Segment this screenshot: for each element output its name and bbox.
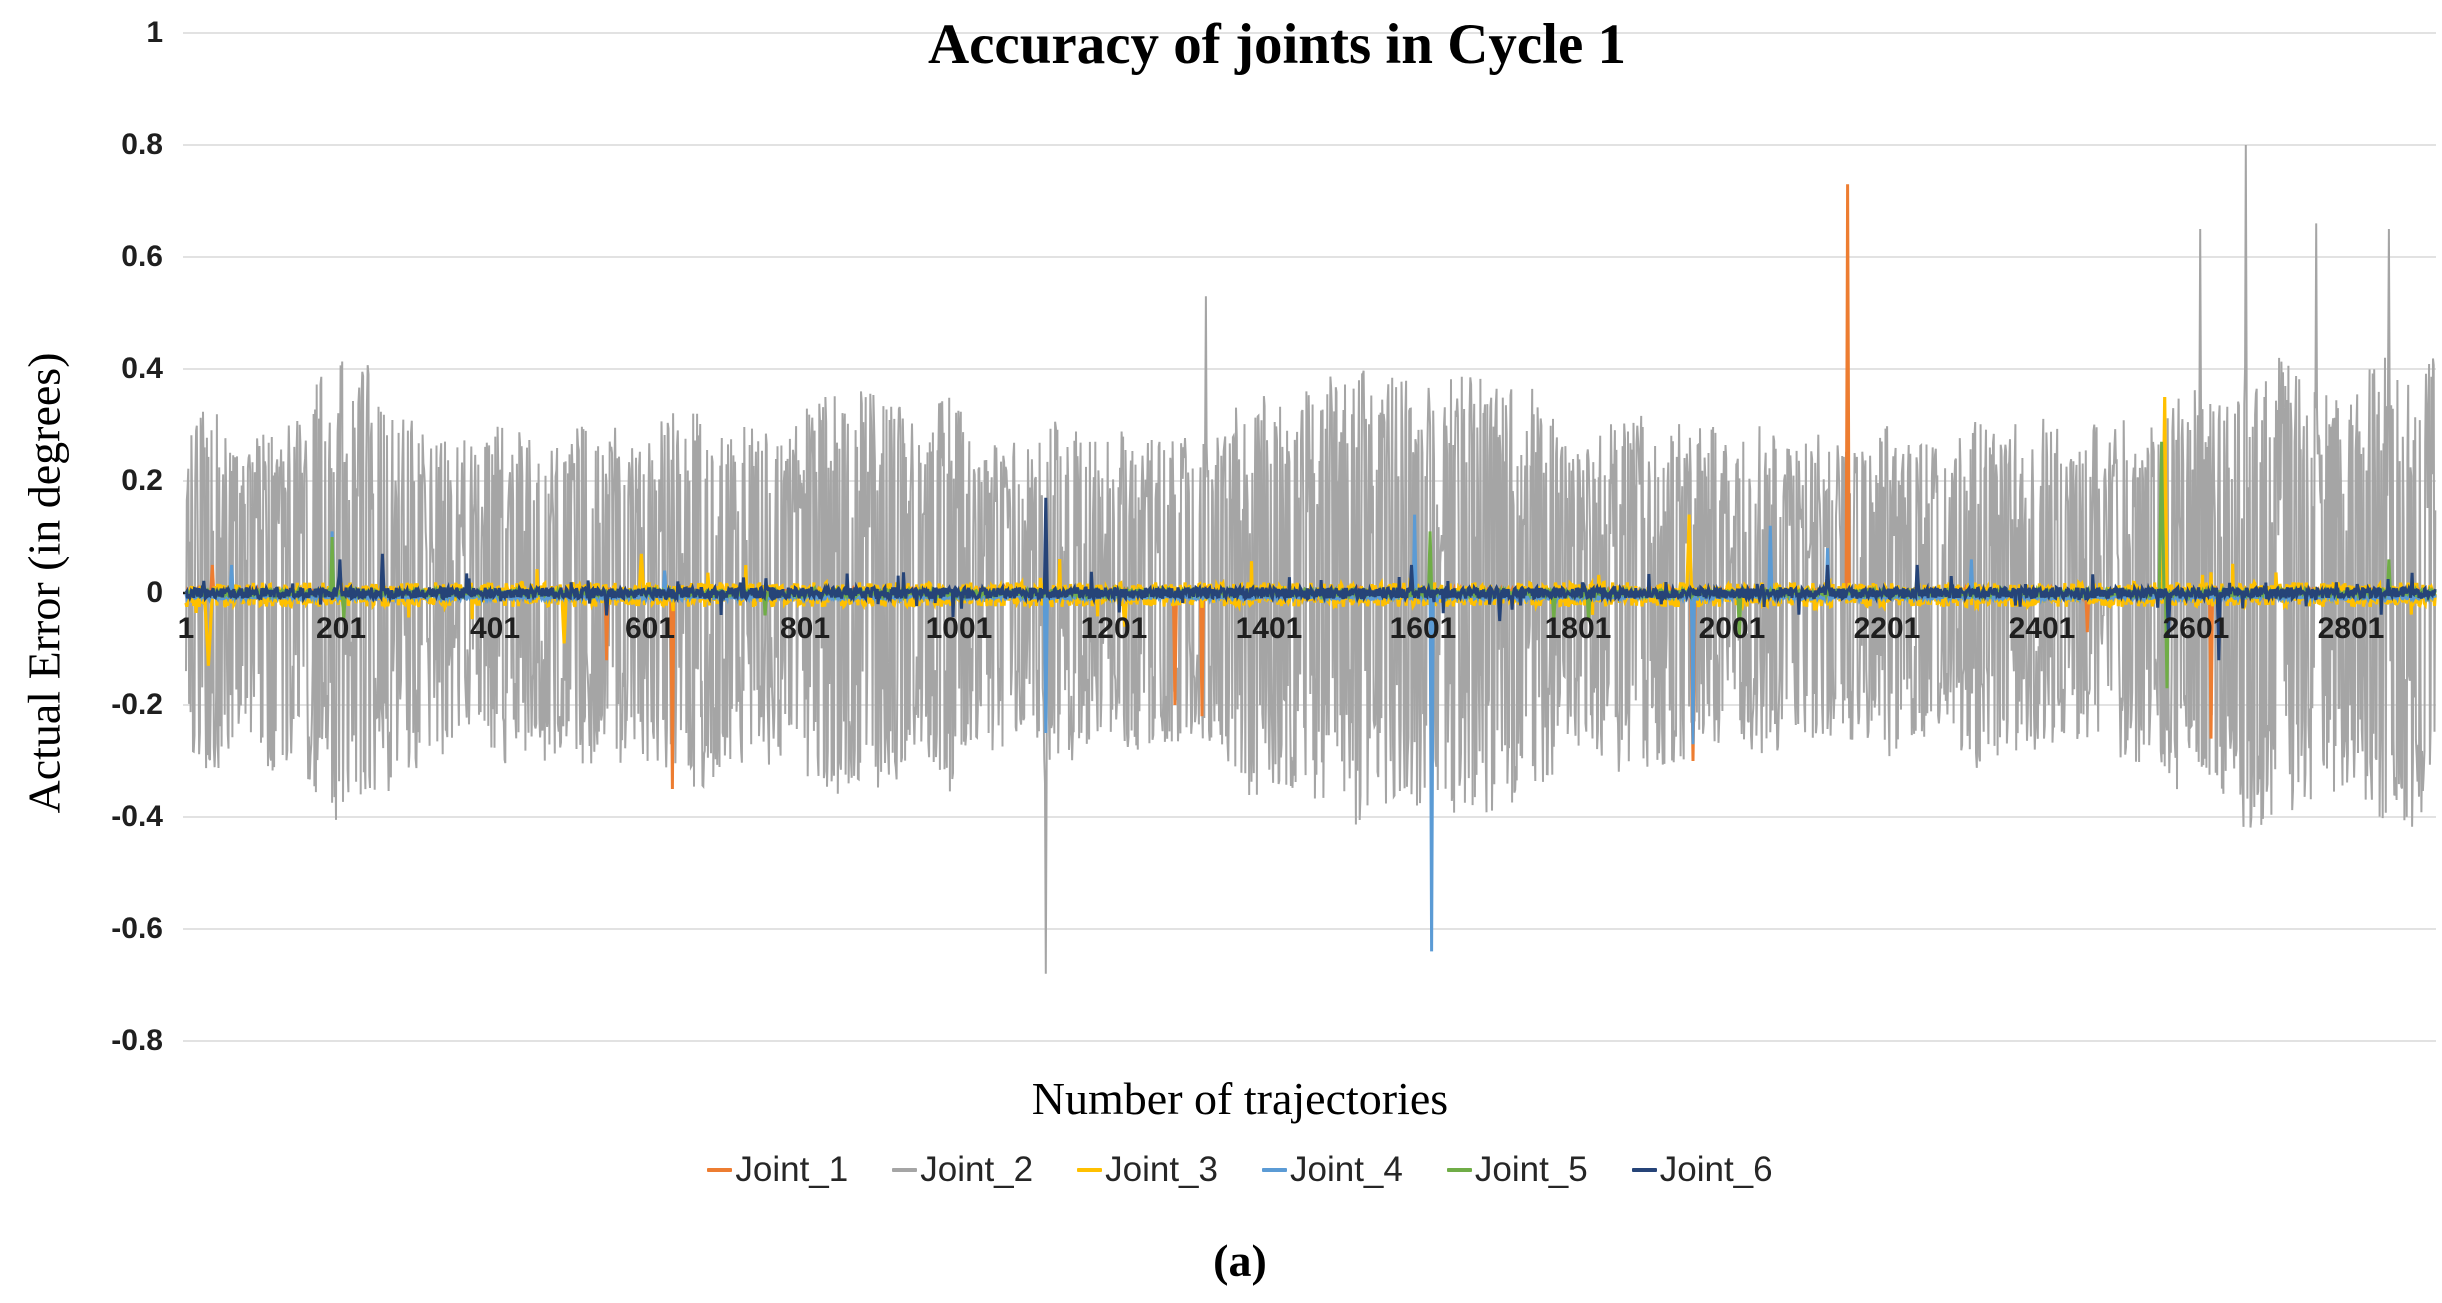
legend-item-joint_1: Joint_1: [707, 1150, 848, 1190]
x-tick-label-201: 201: [315, 612, 367, 645]
legend-item-joint_5: Joint_5: [1446, 1150, 1588, 1190]
series-line-joint_2: [185, 144, 2437, 974]
x-tick-label-2001: 2001: [1698, 612, 1766, 645]
x-tick-label-801: 801: [779, 612, 831, 645]
y-tick-label-0.4: 0.4: [121, 352, 163, 385]
figure-caption-label: (a): [1213, 1235, 1267, 1286]
legend-label: Joint_3: [1105, 1150, 1218, 1189]
x-tick-label-2601: 2601: [2162, 612, 2230, 645]
x-tick-label-1201: 1201: [1080, 612, 1148, 645]
legend-item-joint_3: Joint_3: [1077, 1150, 1218, 1190]
x-tick-label-2201: 2201: [1853, 612, 1921, 645]
legend-label: Joint_4: [1290, 1150, 1403, 1189]
series-line-joint_6: [184, 497, 2437, 661]
legend-item-joint_2: Joint_2: [892, 1150, 1033, 1190]
x-tick-label-2401: 2401: [2008, 612, 2076, 645]
x-tick-label-1801: 1801: [1544, 612, 1612, 645]
y-tick-label-0.2: 0.2: [121, 464, 163, 497]
y-tick-label--0.8: -0.8: [111, 1024, 163, 1057]
y-tick-label-0.6: 0.6: [121, 240, 163, 273]
y-tick-label--0.6: -0.6: [111, 912, 163, 945]
legend-item-joint_4: Joint_4: [1262, 1150, 1403, 1190]
legend-dash-icon: [1077, 1168, 1103, 1172]
x-tick-label-1001: 1001: [925, 612, 993, 645]
legend-label: Joint_6: [1659, 1150, 1773, 1189]
x-axis-title: Number of trajectories: [1031, 1073, 1449, 1124]
chart-title: Accuracy of joints in Cycle 1: [927, 13, 1627, 76]
legend-label: Joint_5: [1474, 1150, 1588, 1189]
x-tick-label-1401: 1401: [1235, 612, 1303, 645]
y-tick-label-0.8: 0.8: [121, 128, 163, 161]
x-tick-label-401: 401: [469, 612, 521, 645]
legend-dash-icon: [892, 1168, 918, 1172]
y-tick-label--0.2: -0.2: [111, 688, 163, 721]
x-tick-label-1601: 1601: [1389, 612, 1457, 645]
legend-dash-icon: [1262, 1168, 1287, 1172]
x-tick-label-601: 601: [624, 612, 676, 645]
x-tick-label-1: 1: [177, 612, 195, 645]
legend: Joint_1 Joint_2 Joint_3 Joint_4 Joint_5 Joint…: [0, 1150, 2442, 1190]
y-tick-label--0.4: -0.4: [111, 800, 163, 833]
legend-label: Joint_2: [920, 1150, 1034, 1189]
legend-item-joint_6: Joint_6: [1631, 1150, 1773, 1190]
legend-label: Joint_1: [735, 1150, 849, 1189]
legend-dash-icon: [707, 1168, 733, 1172]
legend-dash-icon: [1631, 1168, 1657, 1172]
y-tick-label-1: 1: [146, 16, 163, 49]
y-tick-label-0: 0: [146, 576, 163, 609]
legend-dash-icon: [1446, 1168, 1472, 1172]
x-tick-label-2801: 2801: [2317, 612, 2385, 645]
